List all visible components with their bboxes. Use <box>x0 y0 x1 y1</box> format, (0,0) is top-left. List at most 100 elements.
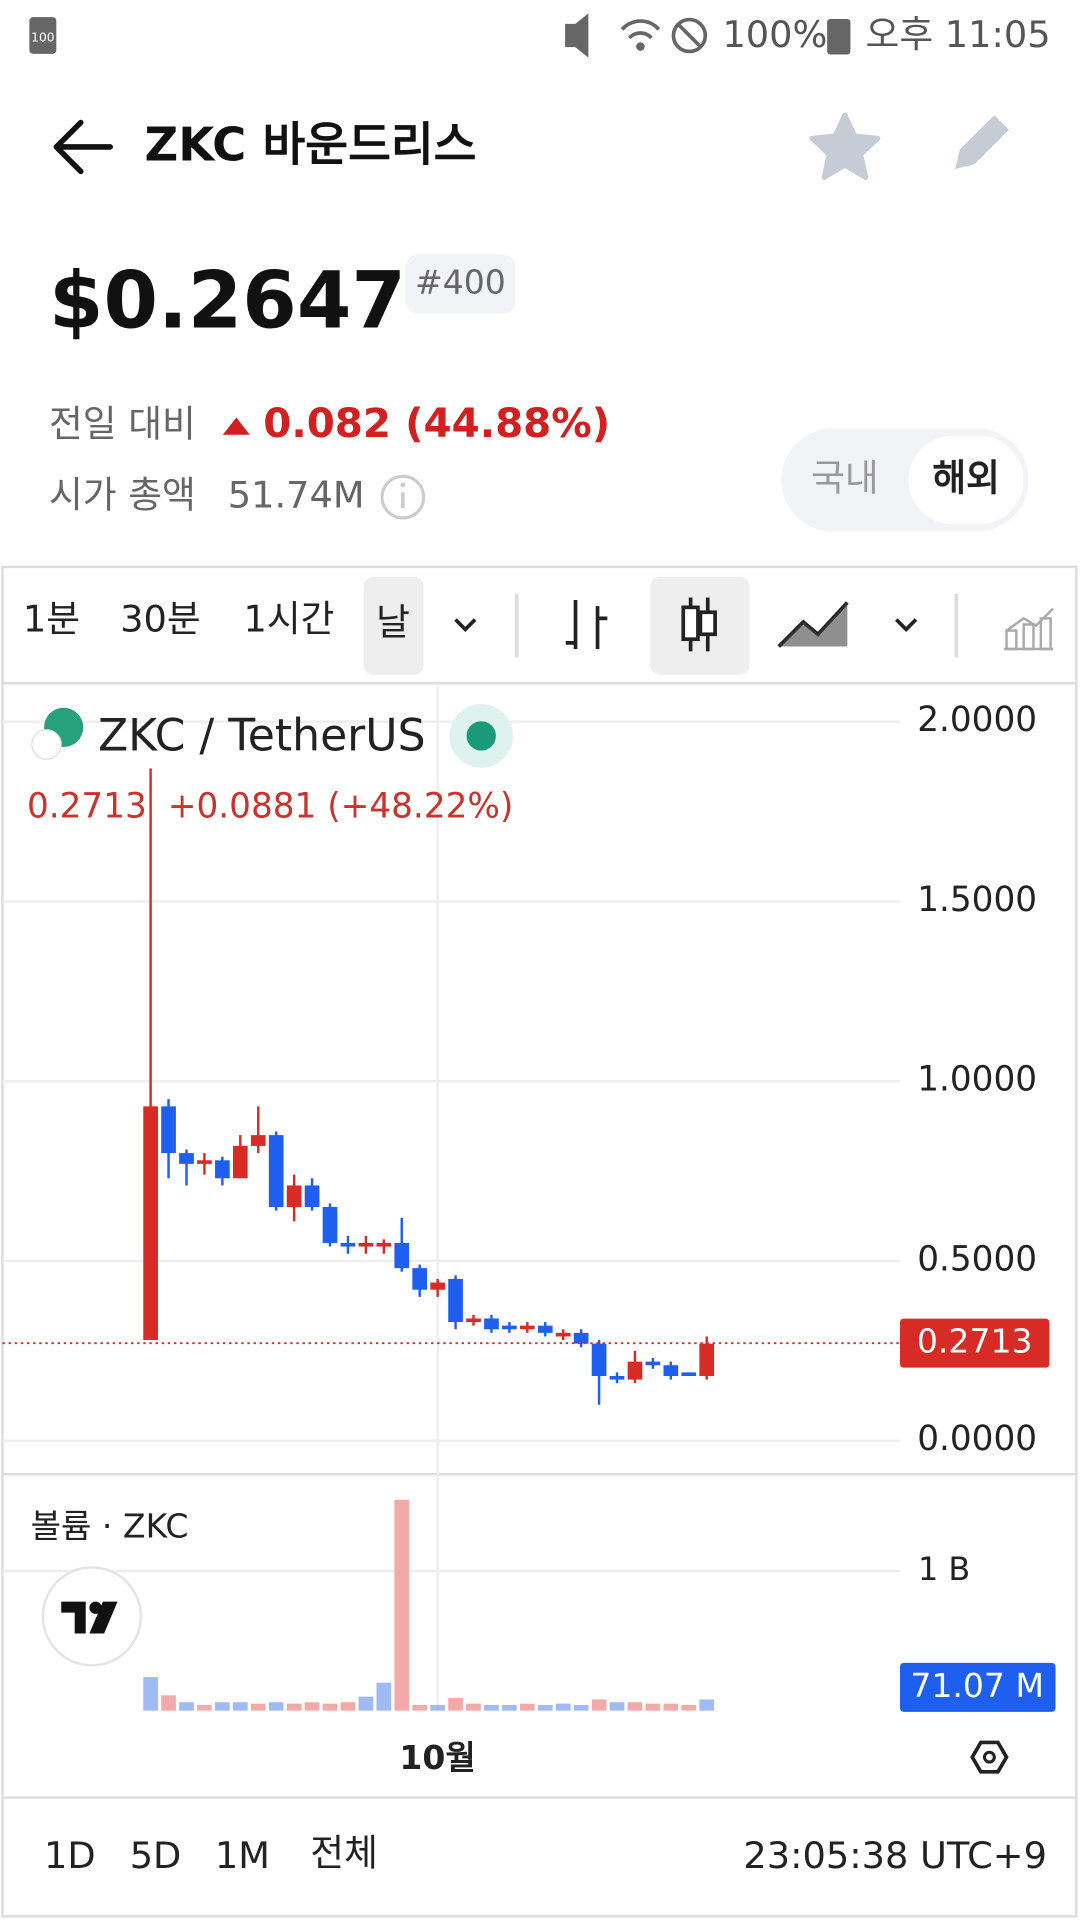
candle-body <box>430 1282 445 1290</box>
volume-bar <box>519 1703 535 1711</box>
info-icon[interactable] <box>380 474 426 520</box>
range-5d[interactable]: 5D <box>130 1834 182 1877</box>
interval-30m[interactable]: 30분 <box>120 597 201 640</box>
volume-bar <box>232 1702 248 1711</box>
candle-body <box>143 1106 158 1341</box>
candle-body <box>699 1343 715 1376</box>
volume-bar <box>197 1705 212 1711</box>
volume-bar <box>591 1699 607 1711</box>
candle-body <box>555 1332 571 1337</box>
x-tick-label: 10월 <box>399 1738 475 1777</box>
candle-body <box>340 1242 356 1247</box>
edit-button[interactable] <box>955 115 1009 169</box>
range-1m[interactable]: 1M <box>215 1834 270 1877</box>
candle-body <box>394 1242 410 1269</box>
candle-body <box>161 1106 176 1154</box>
volume-title: 볼륨 · ZKC <box>31 1507 189 1546</box>
last-price-badge <box>900 1318 1050 1368</box>
y-tick-label: 2.0000 <box>917 700 1037 740</box>
candle-body <box>286 1185 302 1208</box>
volume-bar <box>573 1705 589 1711</box>
candle-body <box>645 1361 661 1366</box>
up-triangle <box>222 417 250 435</box>
tether-logo <box>31 729 62 760</box>
legend-price: 0.2713 <box>27 787 147 827</box>
candle-body <box>502 1325 517 1330</box>
change-label: 전일 대비 <box>49 403 196 446</box>
tradingview-logo[interactable] <box>41 1566 143 1667</box>
legend-change: +0.0881 (+48.22%) <box>168 787 514 827</box>
volume-bar <box>645 1703 661 1711</box>
candle-body <box>573 1332 589 1344</box>
volume-bar <box>681 1705 697 1711</box>
toggle-domestic[interactable]: 국내 <box>811 456 879 499</box>
range-all[interactable]: 전체 <box>310 1832 378 1875</box>
volume-bar <box>304 1702 320 1711</box>
plot: 0.0000 0.5000 1.0000 1.5000 2.0000 1 B 10월 0.27… <box>2 685 1056 1777</box>
toolbar-icons <box>454 593 1054 658</box>
volume-bar <box>215 1702 230 1711</box>
candle-body <box>663 1365 679 1376</box>
candle-body <box>232 1145 248 1179</box>
market-cap: 51.74M <box>228 474 365 517</box>
market-cap-label: 시가 총액 <box>49 474 196 517</box>
candle-body <box>466 1318 481 1323</box>
candle-body <box>322 1207 338 1243</box>
battery-level: 100% <box>722 13 827 56</box>
candle-body <box>197 1160 212 1164</box>
candle-body <box>412 1268 428 1290</box>
volume-bar <box>699 1699 715 1711</box>
volume-bar <box>412 1705 428 1711</box>
toggle-overseas[interactable]: 해외 <box>932 456 1000 499</box>
y-tick-label: 0.0000 <box>917 1419 1037 1459</box>
last-volume-label: 71.07 M <box>910 1666 1044 1705</box>
volume-bar <box>627 1702 643 1711</box>
volume-bar <box>161 1695 176 1711</box>
volume-bar <box>394 1499 410 1711</box>
interval-day[interactable]: 날 <box>376 601 410 644</box>
rank: #400 <box>415 263 506 302</box>
interval-1m[interactable]: 1분 <box>23 597 80 640</box>
candle-body <box>484 1318 499 1330</box>
volume-bar <box>250 1703 266 1711</box>
volume-bar <box>322 1703 338 1711</box>
volume-bar <box>358 1696 374 1711</box>
volume-bar <box>448 1698 463 1711</box>
candle-body <box>591 1343 607 1376</box>
volume-bar <box>143 1677 158 1711</box>
volume-tick-label: 1 B <box>918 1550 970 1588</box>
rank-pill <box>405 254 516 314</box>
settings-dot <box>982 1750 996 1764</box>
volume-bar <box>537 1705 553 1711</box>
price: $0.2647 <box>49 256 406 347</box>
coin-title: ZKC 바운드리스 <box>144 118 476 172</box>
range-1d[interactable]: 1D <box>44 1834 96 1877</box>
chart-frame <box>1 565 1078 1918</box>
status-icons <box>565 13 851 58</box>
last-volume-badge <box>900 1662 1056 1712</box>
candle-body <box>179 1153 194 1164</box>
y-tick-label: 0.5000 <box>917 1239 1037 1279</box>
candle-body <box>250 1135 266 1146</box>
chart-clock: 23:05:38 UTC+9 <box>743 1834 1047 1877</box>
toggle-selected <box>908 435 1024 525</box>
candle-body <box>268 1135 284 1208</box>
favorite-button[interactable] <box>809 112 881 181</box>
settings-button[interactable] <box>970 1740 1009 1774</box>
interval-1h[interactable]: 1시간 <box>244 597 335 640</box>
volume-bar <box>376 1682 392 1711</box>
y-tick-label: 1.5000 <box>917 880 1037 920</box>
volume-bar <box>663 1703 679 1711</box>
y-tick-label: 1.0000 <box>917 1060 1037 1100</box>
candle-body <box>519 1325 535 1330</box>
volume-bar <box>179 1702 194 1711</box>
last-price-label: 0.2713 <box>917 1322 1033 1361</box>
candle-body <box>215 1160 230 1179</box>
back-button[interactable] <box>53 119 113 175</box>
volume-bar <box>340 1702 356 1711</box>
volume-bar <box>484 1705 499 1711</box>
volume-bar <box>502 1705 517 1711</box>
volume-bar <box>609 1702 625 1711</box>
candle-body <box>376 1242 392 1247</box>
